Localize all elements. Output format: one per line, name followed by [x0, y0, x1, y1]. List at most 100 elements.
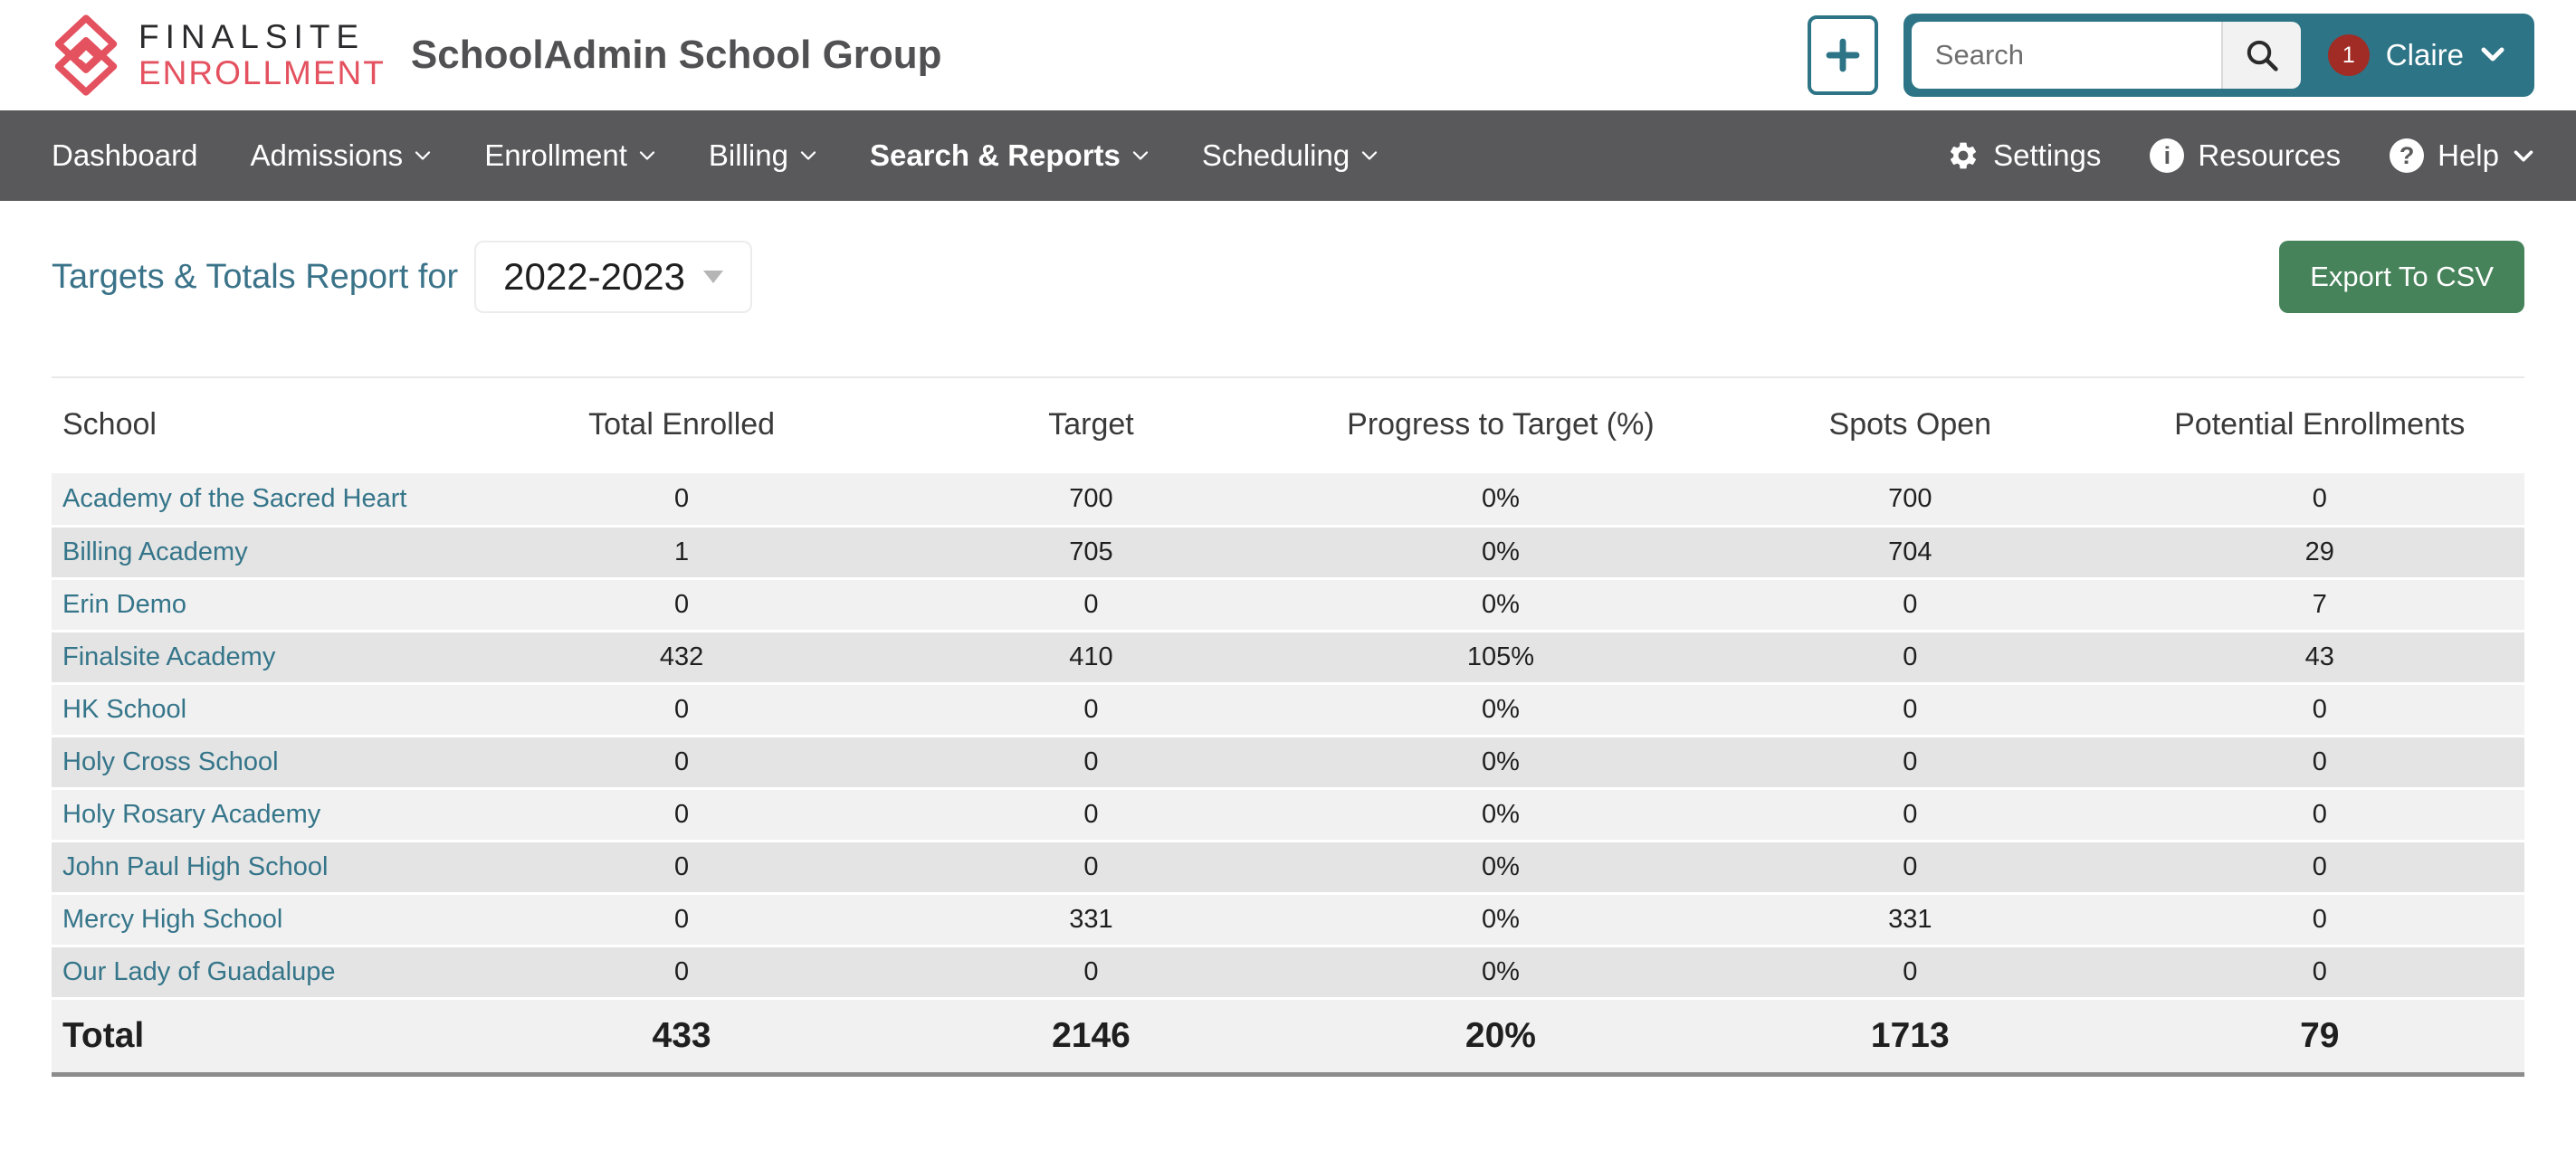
progress-to-target-cell: 0% — [1295, 526, 1706, 580]
potential-enrollments-cell: 0 — [2114, 788, 2524, 842]
school-cell: Holy Cross School — [52, 736, 477, 790]
total-enrolled-cell: 1 — [476, 526, 887, 580]
search-group — [1911, 22, 2301, 89]
table-row-john-paul-high-school: John Paul High School 0 0 0% 0 0 — [52, 841, 2524, 895]
target-cell: 331 — [886, 893, 1296, 947]
nav-item-enrollment[interactable]: Enrollment — [484, 138, 656, 173]
main-nav: Dashboard Admissions Enrollment Billing S… — [0, 110, 2576, 201]
finalsite-logo[interactable]: FINALSITE ENROLLMENT — [52, 12, 386, 99]
progress-to-target-cell: 105% — [1295, 631, 1706, 685]
progress-to-target-cell: 0% — [1295, 736, 1706, 790]
nav-item-scheduling[interactable]: Scheduling — [1202, 138, 1379, 173]
finalsite-diamonds-icon — [52, 12, 120, 99]
search-button[interactable] — [2220, 22, 2301, 89]
question-icon: ? — [2390, 138, 2425, 173]
nav-util-label: Settings — [1993, 138, 2102, 172]
progress-to-target-cell: 0% — [1295, 841, 1706, 895]
table-row-our-lady-of-guadalupe: Our Lady of Guadalupe 0 0 0% 0 0 — [52, 946, 2524, 1000]
school-cell: Finalsite Academy — [52, 631, 477, 685]
total-school-cell: Total — [52, 996, 477, 1077]
target-cell: 410 — [886, 631, 1296, 685]
spots-open-cell: 0 — [1705, 946, 2115, 1000]
table-total-row: Total 433 2146 20% 1713 79 — [52, 996, 2524, 1077]
chevron-down-icon — [1131, 149, 1150, 162]
school-link-our-lady-of-guadalupe[interactable]: Our Lady of Guadalupe — [62, 956, 336, 986]
search-icon — [2243, 36, 2281, 74]
spots-open-cell: 0 — [1705, 841, 2115, 895]
school-link-erin-demo[interactable]: Erin Demo — [62, 589, 186, 619]
nav-item-label: Billing — [708, 138, 788, 172]
school-link-academy-of-the-sacred-heart[interactable]: Academy of the Sacred Heart — [62, 483, 407, 513]
chevron-down-icon — [414, 149, 432, 162]
potential-enrollments-cell: 0 — [2114, 473, 2524, 528]
spots-open-cell: 0 — [1705, 578, 2115, 632]
school-link-holy-cross-school[interactable]: Holy Cross School — [62, 746, 279, 776]
school-cell: HK School — [52, 683, 477, 737]
target-cell: 700 — [886, 473, 1296, 528]
nav-util-resources[interactable]: i Resources — [2150, 138, 2341, 173]
school-cell: John Paul High School — [52, 841, 477, 895]
school-cell: Holy Rosary Academy — [52, 788, 477, 842]
potential-enrollments-cell: 0 — [2114, 946, 2524, 1000]
export-csv-button[interactable]: Export To CSV — [2279, 241, 2524, 313]
nav-item-admissions[interactable]: Admissions — [250, 138, 432, 173]
nav-item-label: Search & Reports — [869, 138, 1121, 172]
table-row-holy-cross-school: Holy Cross School 0 0 0% 0 0 — [52, 736, 2524, 790]
column-header-spots-open: Spots Open — [1828, 407, 1992, 442]
potential-enrollments-cell: 0 — [2114, 841, 2524, 895]
potential-enrollments-cell: 29 — [2114, 526, 2524, 580]
plus-icon — [1822, 34, 1864, 76]
nav-item-dashboard[interactable]: Dashboard — [52, 138, 197, 173]
total-enrolled-cell: 0 — [476, 788, 887, 842]
user-name: Claire — [2385, 38, 2464, 71]
gear-icon — [1947, 139, 1980, 172]
school-link-holy-rosary-academy[interactable]: Holy Rosary Academy — [62, 799, 321, 829]
school-link-john-paul-high-school[interactable]: John Paul High School — [62, 851, 329, 881]
spots-open-cell: 0 — [1705, 631, 2115, 685]
search-input[interactable] — [1911, 22, 2221, 89]
nav-item-label: Enrollment — [484, 138, 627, 172]
total-enrolled-cell: 0 — [476, 473, 887, 528]
progress-to-target-cell: 0% — [1295, 578, 1706, 632]
school-link-hk-school[interactable]: HK School — [62, 694, 187, 724]
nav-util-label: Help — [2438, 138, 2499, 172]
spots-open-cell: 704 — [1705, 526, 2115, 580]
progress-to-target-cell: 0% — [1295, 788, 1706, 842]
spots-open-cell: 700 — [1705, 473, 2115, 528]
spots-open-cell: 0 — [1705, 736, 2115, 790]
target-cell: 0 — [886, 788, 1296, 842]
table-row-academy-of-the-sacred-heart: Academy of the Sacred Heart 0 700 0% 700 0 — [52, 473, 2524, 528]
school-cell: Mercy High School — [52, 893, 477, 947]
logo-line-finalsite: FINALSITE — [138, 18, 366, 56]
nav-left: Dashboard Admissions Enrollment Billing S… — [52, 138, 1431, 173]
school-link-billing-academy[interactable]: Billing Academy — [62, 537, 248, 566]
nav-util-help[interactable]: ? Help — [2390, 138, 2534, 173]
targets-totals-table: School Total Enrolled Target Progress to Ta… — [52, 376, 2524, 1077]
total-enrolled-cell: 432 — [476, 631, 887, 685]
user-menu[interactable]: 1 Claire — [2301, 34, 2534, 76]
nav-util-settings[interactable]: Settings — [1947, 138, 2101, 173]
total-potential-enrollments-cell: 79 — [2114, 996, 2524, 1077]
school-link-mercy-high-school[interactable]: Mercy High School — [62, 904, 283, 934]
total-enrolled-cell: 0 — [476, 736, 887, 790]
nav-item-billing[interactable]: Billing — [709, 138, 817, 173]
potential-enrollments-cell: 0 — [2114, 683, 2524, 737]
school-link-finalsite-academy[interactable]: Finalsite Academy — [62, 642, 276, 671]
page-title: SchoolAdmin School Group — [410, 33, 942, 77]
spots-open-cell: 0 — [1705, 788, 2115, 842]
year-selector-value: 2022-2023 — [503, 255, 686, 298]
add-button[interactable] — [1807, 15, 1878, 95]
info-icon: i — [2150, 138, 2185, 173]
nav-item-search-reports[interactable]: Search & Reports — [870, 138, 1150, 173]
caret-down-icon — [703, 271, 724, 283]
progress-to-target-cell: 0% — [1295, 473, 1706, 528]
app: FINALSITE ENROLLMENT SchoolAdmin School … — [0, 12, 2576, 1077]
spots-open-cell: 0 — [1705, 683, 2115, 737]
table-row-finalsite-academy: Finalsite Academy 432 410 105% 0 43 — [52, 631, 2524, 685]
column-header-target: Target — [1048, 407, 1134, 442]
notification-badge[interactable]: 1 — [2327, 34, 2370, 76]
table-row-billing-academy: Billing Academy 1 705 0% 704 29 — [52, 526, 2524, 580]
year-selector[interactable]: 2022-2023 — [474, 241, 753, 313]
progress-to-target-cell: 0% — [1295, 946, 1706, 1000]
total-total-enrolled-cell: 433 — [476, 996, 887, 1077]
